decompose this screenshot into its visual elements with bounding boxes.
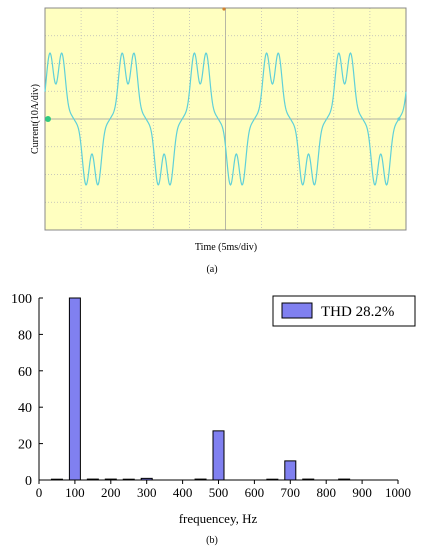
ground-marker-icon [45,116,51,122]
bar-harmonic-650hz [266,478,279,481]
current-waveform-trace [44,52,407,186]
bar-harmonic-450hz [194,478,207,481]
scope-x-axis-label: Time (5ms/div) [195,242,257,253]
spectrum-legend: THD 28.2% [272,295,416,327]
bar-harmonic-700hz [284,460,297,481]
panel-label-a: (a) [206,264,217,275]
x-tick-label: 0 [36,485,43,500]
x-tick-label: 800 [316,485,336,500]
x-tick-label: 300 [137,485,157,500]
y-tick-label: 60 [18,365,32,380]
bar-harmonic-250hz [122,478,135,481]
bar-harmonic-850hz [338,478,351,481]
x-tick-label: 900 [352,485,372,500]
bar-harmonic-300hz [140,477,153,481]
bar-harmonic-50hz [50,478,63,481]
x-tick-label: 100 [65,485,85,500]
panel-label-b: (b) [206,535,218,546]
x-tick-label: 600 [245,485,265,500]
legend-swatch [281,302,313,319]
y-tick-label: 80 [18,328,32,343]
x-tick-label: 1000 [385,485,411,500]
spectrum-x-axis-label: frequencey, Hz [179,511,258,526]
spectrum-bars [50,297,351,481]
bar-harmonic-750hz [302,478,315,481]
bar-harmonic-150hz [86,478,99,481]
y-tick-label: 100 [11,292,32,307]
y-tick-label: 20 [18,438,32,453]
x-tick-label: 200 [101,485,121,500]
trigger-marker-icon [222,7,226,11]
x-tick-label: 500 [209,485,229,500]
trigger-level-marker-icon [397,117,401,121]
bar-harmonic-200hz [104,478,117,481]
y-tick-label: 0 [25,474,32,489]
oscilloscope-chart: Current(10A/div) Time (5ms/div) (a) [30,7,407,275]
bar-harmonic-100hz [68,297,81,481]
x-tick-label: 400 [173,485,193,500]
scope-y-axis-label: Current(10A/div) [30,84,41,154]
bar-harmonic-500hz [212,430,225,481]
x-tick-label: 700 [281,485,301,500]
legend-label: THD 28.2% [321,304,394,320]
y-tick-label: 40 [18,401,32,416]
